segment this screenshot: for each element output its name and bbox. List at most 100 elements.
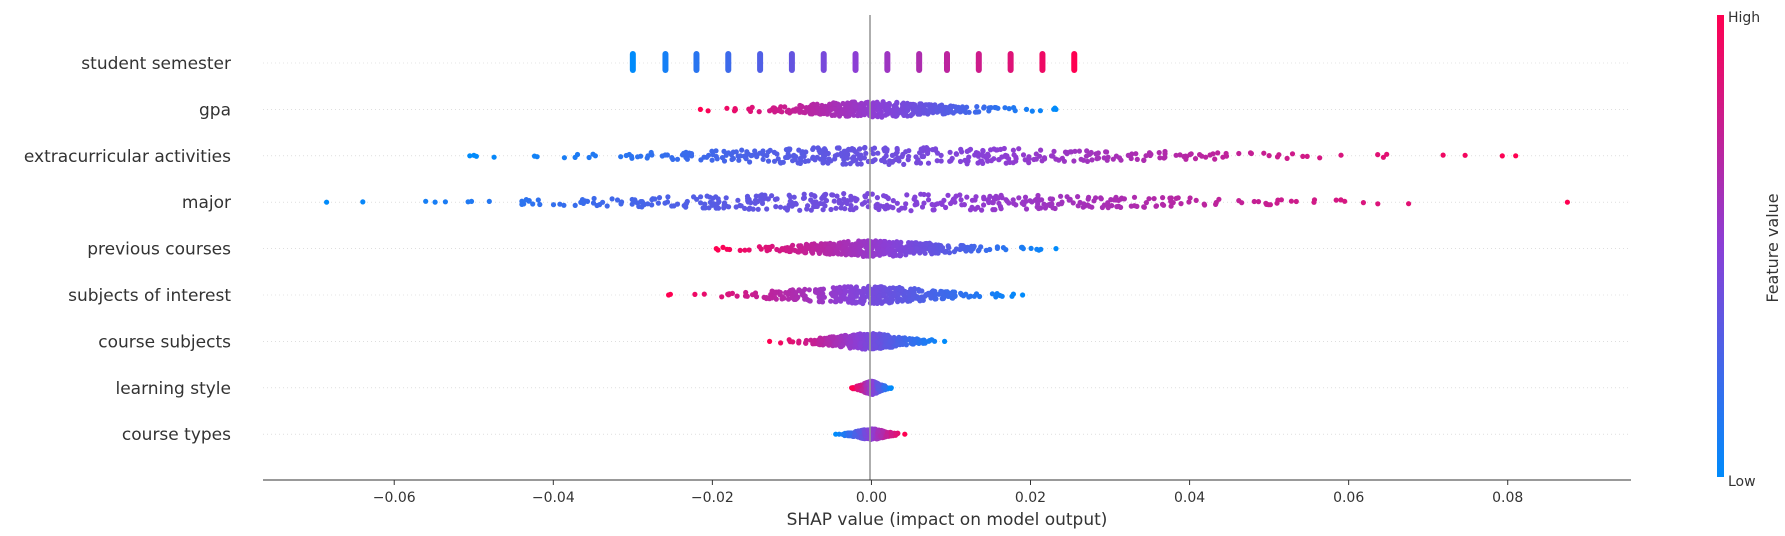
data-point [728,152,735,158]
data-point [648,149,654,156]
data-point [786,248,793,254]
data-point [796,338,802,344]
data-point [894,99,900,105]
data-point [789,293,795,299]
data-point [875,383,881,389]
data-point [926,108,932,114]
data-point [862,341,868,347]
data-point [1181,153,1187,160]
data-point [805,245,811,251]
data-point [1146,196,1152,202]
data-point [537,201,543,208]
data-point [980,153,987,159]
data-point [737,202,743,209]
data-point [1192,156,1199,162]
data-point [925,160,932,166]
data-point [1006,200,1012,206]
data-point [1104,149,1110,155]
data-point [973,194,979,200]
data-point [1215,150,1221,156]
data-point [702,205,708,211]
data-point [823,341,829,347]
data-point [989,291,996,297]
data-point [790,339,796,345]
data-point [812,193,818,199]
data-point [1048,153,1055,159]
data-point [1019,200,1025,206]
data-point [992,207,998,213]
data-point [844,200,850,207]
data-point [736,157,742,163]
data-point [709,157,715,163]
data-point [631,199,637,205]
data-point [628,153,635,159]
data-point [855,113,861,119]
data-point [779,296,785,302]
data-point [881,292,887,298]
data-point [827,101,833,107]
data-point [832,106,838,112]
data-point [798,243,804,249]
data-point [1053,246,1059,252]
data-point [934,109,940,115]
feature-label: subjects of interest [68,286,231,306]
data-point [1462,152,1468,158]
data-point [908,208,914,214]
data-point [843,241,849,247]
data-point [848,293,855,299]
data-point [629,51,636,73]
data-point [852,103,859,110]
data-point [1010,147,1017,153]
data-point [1027,198,1033,204]
data-point [840,342,846,348]
data-point [1207,152,1213,158]
data-point [1293,198,1299,205]
data-point [1039,51,1046,73]
data-point [797,207,803,213]
data-point [592,153,599,159]
data-point [798,104,805,110]
data-point [883,153,889,159]
data-point [635,154,641,160]
data-point [713,205,719,211]
data-point [908,286,914,292]
data-point [870,151,876,157]
data-point [887,247,893,253]
data-point [755,206,761,212]
data-point [1255,199,1262,205]
data-point [791,247,798,253]
data-point [823,151,829,157]
data-point [805,158,811,164]
data-point [1010,197,1016,203]
data-point [903,149,909,155]
data-point [744,149,750,155]
data-point [423,198,429,204]
data-point [754,154,760,160]
data-point [966,154,972,160]
data-point [785,296,792,302]
data-point [1275,197,1281,203]
data-point [709,148,715,154]
data-point [713,246,719,252]
data-point [721,158,728,164]
x-tick-label: 0.04 [1174,490,1205,506]
data-point [840,161,846,167]
data-point [745,195,751,202]
data-point [786,107,792,113]
data-point [869,245,875,251]
data-point [894,147,900,153]
data-point [904,192,910,198]
data-point [684,156,691,162]
data-point [1300,153,1306,159]
data-point [1223,150,1229,157]
data-point [904,100,911,106]
data-point [916,51,923,73]
data-point [884,287,890,293]
data-point [1141,157,1147,163]
data-point [874,195,881,201]
data-point [811,156,818,162]
data-point [1133,151,1139,157]
data-point [878,109,884,115]
data-point [887,159,893,165]
data-point [1105,200,1111,206]
